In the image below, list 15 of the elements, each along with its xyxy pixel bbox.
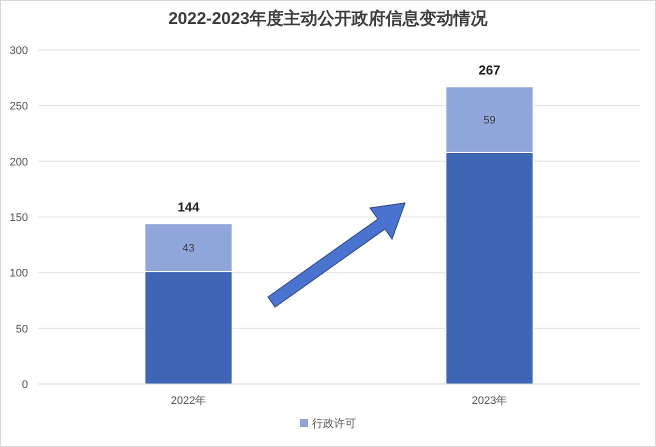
chart-title: 2022-2023年度主动公开政府信息变动情况 [168, 9, 489, 28]
total-label: 144 [178, 200, 200, 215]
y-tick-label: 250 [10, 100, 28, 113]
y-tick-label: 150 [10, 212, 28, 224]
data-label: 59 [483, 114, 496, 127]
total-label: 267 [478, 62, 500, 78]
x-tick-label: 2022年 [170, 395, 206, 407]
y-tick-label: 200 [10, 156, 28, 168]
x-tick-label: 2023年 [472, 395, 508, 407]
y-tick-label: 50 [16, 323, 28, 336]
y-tick-label: 300 [10, 45, 28, 57]
y-tick-label: 0 [22, 379, 28, 391]
y-tick-label: 100 [10, 268, 28, 280]
data-label: 43 [182, 242, 195, 255]
legend-label: 行政许可 [312, 418, 356, 430]
